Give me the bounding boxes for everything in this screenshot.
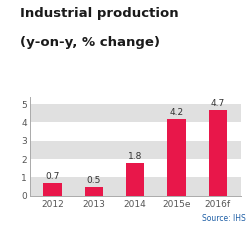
Text: Source: IHS: Source: IHS [202, 214, 246, 223]
Bar [126, 163, 145, 196]
Text: 1.8: 1.8 [128, 152, 142, 161]
Bar [85, 187, 103, 196]
Bar [30, 159, 241, 178]
Bar [30, 178, 241, 196]
Text: 4.2: 4.2 [169, 108, 184, 117]
Bar [30, 104, 241, 122]
Text: 0.5: 0.5 [87, 176, 101, 185]
Bar [30, 122, 241, 141]
Bar [30, 141, 241, 159]
Text: 4.7: 4.7 [211, 99, 225, 108]
Text: Industrial production: Industrial production [20, 7, 179, 20]
Text: (y-on-y, % change): (y-on-y, % change) [20, 36, 160, 49]
Text: 0.7: 0.7 [45, 172, 60, 181]
Bar [167, 119, 186, 196]
Bar [209, 110, 227, 196]
Bar [43, 183, 62, 196]
